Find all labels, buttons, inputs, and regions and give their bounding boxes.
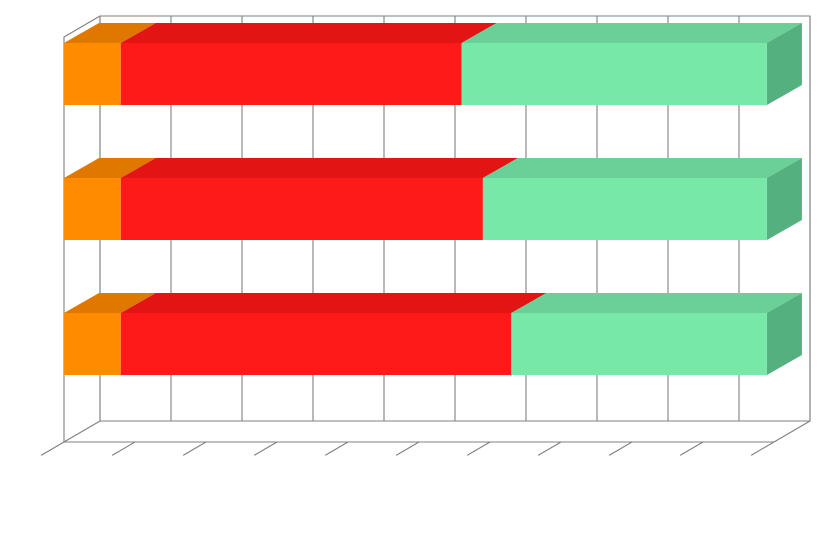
stacked-bar-3d-chart (0, 0, 831, 555)
bar-1-seg-2-front (483, 178, 767, 240)
bar-2-seg-0-front (64, 43, 121, 105)
bar-0-seg-2-top (511, 293, 802, 313)
bar-0-seg-1-top (121, 293, 547, 313)
bar-2-seg-1-front (121, 43, 462, 105)
bar-0-seg-1-front (121, 313, 512, 375)
bar-2-seg-1-top (121, 23, 497, 43)
bar-1-seg-2-top (483, 158, 802, 178)
bar-0-seg-2-front (511, 313, 767, 375)
bar-2-seg-2-top (462, 23, 802, 43)
bar-2-seg-2-front (462, 43, 767, 105)
bars (64, 23, 802, 375)
bar-0-seg-0-front (64, 313, 121, 375)
bar-1-seg-0-front (64, 178, 121, 240)
bar-1-seg-1-top (121, 158, 518, 178)
bar-1-seg-1-front (121, 178, 483, 240)
